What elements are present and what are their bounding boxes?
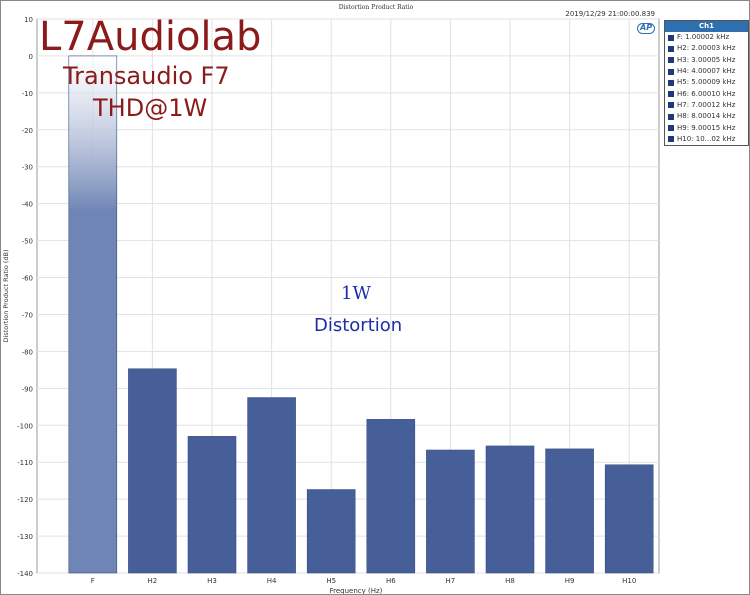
y-tick-label: -10 <box>22 90 33 98</box>
y-tick-label: -110 <box>17 459 33 467</box>
y-tick-label: 10 <box>24 16 33 24</box>
y-tick-label: 0 <box>29 53 33 61</box>
y-tick-label: -80 <box>22 348 33 356</box>
ap-logo-icon: AP <box>637 23 656 34</box>
timestamp: 2019/12/29 21:00:00.839 <box>565 10 655 18</box>
legend-swatch <box>668 113 674 120</box>
legend-item: H8: 8.00014 kHz <box>665 111 748 122</box>
legend-item: F: 1.00002 kHz <box>665 32 748 43</box>
legend-item: H5: 5.00009 kHz <box>665 77 748 88</box>
y-tick-label: -70 <box>22 311 33 319</box>
legend-item: H3: 3.00005 kHz <box>665 55 748 66</box>
x-tick-label: H10 <box>622 577 636 585</box>
legend-header: Ch1 <box>665 21 748 32</box>
bar-H5 <box>306 489 356 574</box>
legend-label: H6: 6.00010 kHz <box>677 89 736 98</box>
legend-label: H10: 10...02 kHz <box>677 134 736 143</box>
y-tick-label: -140 <box>17 570 33 578</box>
bar-H8 <box>485 445 535 574</box>
y-tick-label: -120 <box>17 496 33 504</box>
legend-label: H7: 7.00012 kHz <box>677 100 736 109</box>
legend-label: H5: 5.00009 kHz <box>677 78 736 87</box>
legend-label: F: 1.00002 kHz <box>677 33 730 42</box>
caption-label: Distortion <box>314 315 403 336</box>
legend: Ch1 F: 1.00002 kHz H2: 2.00003 kHz H3: 3.0… <box>664 20 749 146</box>
bar-H3 <box>187 436 237 574</box>
legend-swatch <box>668 68 674 75</box>
legend-swatch <box>668 136 674 143</box>
y-axis-label: Distortion Product Ratio (dB) <box>2 249 10 342</box>
x-tick-label: H4 <box>267 577 277 585</box>
y-tick-label: -90 <box>22 385 33 393</box>
legend-swatch <box>668 57 674 64</box>
legend-item: H4: 4.00007 kHz <box>665 66 748 77</box>
x-tick-label: F <box>91 577 95 585</box>
y-tick-label: -50 <box>22 238 33 246</box>
x-axis-label: Frequency (Hz) <box>330 587 383 595</box>
x-tick-label: H3 <box>207 577 217 585</box>
bar-H4 <box>247 397 296 574</box>
legend-item: H9: 9.00015 kHz <box>665 122 748 133</box>
legend-swatch <box>668 79 674 86</box>
bar-H2 <box>128 368 177 574</box>
test-label: THD@1W <box>93 94 208 122</box>
legend-item: H2: 2.00003 kHz <box>665 43 748 54</box>
legend-swatch <box>668 91 674 98</box>
legend-item: H10: 10...02 kHz <box>665 134 748 145</box>
y-tick-label: -60 <box>22 275 33 283</box>
model-label: Transaudio F7 <box>63 62 230 90</box>
bar-H7 <box>426 449 475 574</box>
legend-item: H7: 7.00012 kHz <box>665 100 748 111</box>
y-tick-label: -130 <box>17 533 33 541</box>
x-tick-label: H6 <box>386 577 396 585</box>
x-tick-label: H7 <box>446 577 456 585</box>
y-tick-label: -100 <box>17 422 33 430</box>
legend-label: H8: 8.00014 kHz <box>677 112 736 121</box>
y-tick-label: -30 <box>22 164 33 172</box>
legend-swatch <box>668 125 674 132</box>
legend-label: H3: 3.00005 kHz <box>677 55 736 64</box>
legend-swatch <box>668 102 674 109</box>
y-tick-label: -20 <box>22 127 33 135</box>
legend-label: H2: 2.00003 kHz <box>677 44 736 53</box>
bar-H10 <box>604 464 654 574</box>
bar-F <box>68 55 118 574</box>
y-tick-label: -40 <box>22 201 33 209</box>
brand-label: L7Audiolab <box>39 14 262 60</box>
power-label: 1W <box>341 283 371 304</box>
chart-title: Distortion Product Ratio <box>339 4 414 11</box>
legend-swatch <box>668 34 674 41</box>
x-tick-label: H9 <box>565 577 575 585</box>
x-tick-label: H8 <box>505 577 515 585</box>
bar-H9 <box>545 448 594 574</box>
legend-label: H4: 4.00007 kHz <box>677 67 736 76</box>
legend-label: H9: 9.00015 kHz <box>677 123 736 132</box>
x-tick-label: H2 <box>148 577 158 585</box>
x-tick-label: H5 <box>326 577 336 585</box>
bar-H6 <box>366 419 416 574</box>
legend-swatch <box>668 45 674 52</box>
legend-item: H6: 6.00010 kHz <box>665 88 748 99</box>
